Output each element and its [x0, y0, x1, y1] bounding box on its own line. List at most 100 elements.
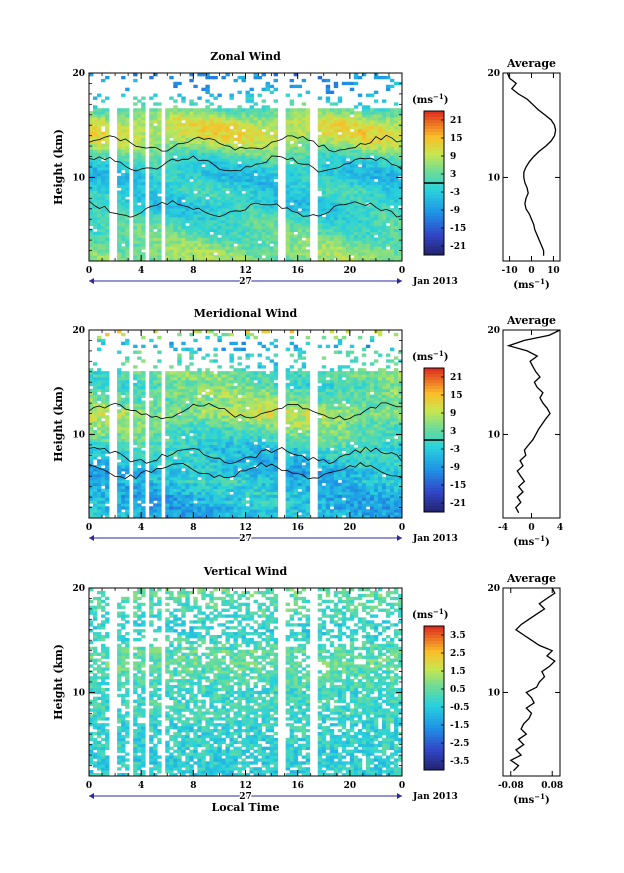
heatmap-cell [213, 509, 218, 513]
heatmap-cell [353, 172, 359, 177]
heatmap-cell [241, 108, 246, 112]
heatmap-cell [149, 228, 154, 233]
heatmap-cell [369, 497, 375, 501]
heatmap-cell [273, 164, 278, 168]
heatmap-cell [393, 205, 399, 209]
heatmap-cell [317, 202, 323, 206]
heatmap-cell [213, 479, 218, 484]
heatmap-cell [257, 161, 262, 165]
heatmap-cell [261, 515, 266, 519]
heatmap-cell [301, 108, 307, 112]
heatmap-cell [209, 117, 214, 121]
heatmap-cell [209, 476, 214, 481]
heatmap-cell [369, 503, 375, 507]
heatmap-cell [169, 181, 174, 186]
heatmap-cell [233, 122, 238, 127]
heatmap-cell [121, 155, 126, 159]
heatmap-cell [321, 178, 327, 183]
heatmap-cell [245, 243, 250, 247]
heatmap-cell [137, 476, 142, 481]
heatmap-cell [301, 167, 307, 171]
heatmap-cell [393, 111, 399, 115]
heatmap-cell [245, 131, 250, 136]
heatmap-cell [97, 211, 102, 215]
heatmap-cell [185, 211, 190, 215]
heatmap-cell [213, 175, 218, 180]
heatmap-cell [249, 258, 254, 262]
heatmap-cell [317, 158, 323, 162]
heatmap-cell [373, 187, 379, 191]
heatmap-cell [337, 152, 343, 156]
heatmap-cell [121, 202, 126, 206]
heatmap-cell [117, 468, 122, 472]
heatmap-cell [241, 175, 246, 180]
heatmap-cell [205, 503, 210, 507]
heatmap-cell [149, 512, 154, 516]
heatmap-cell [117, 234, 122, 238]
heatmap-cell [249, 99, 254, 103]
heatmap-cell [373, 512, 379, 516]
heatmap-cell [121, 231, 126, 235]
heatmap-cell [333, 249, 339, 253]
heatmap-cell [317, 175, 323, 180]
heatmap-cell [317, 219, 323, 224]
heatmap-cell [197, 193, 202, 197]
heatmap-cell [261, 471, 266, 475]
heatmap-cell [169, 122, 174, 127]
heatmap-cell [241, 152, 246, 156]
heatmap-cell [165, 225, 170, 230]
heatmap-cell [137, 175, 142, 180]
heatmap-cell [241, 515, 246, 519]
heatmap-cell [377, 134, 383, 139]
heatmap-cell [205, 152, 210, 156]
heatmap-cell [241, 208, 246, 212]
heatmap-cell [101, 167, 106, 171]
heatmap-cell [221, 149, 226, 153]
heatmap-cell [273, 246, 278, 250]
heatmap-cell [289, 509, 295, 513]
heatmap-cell [273, 152, 278, 156]
heatmap-cell [121, 178, 126, 183]
heatmap-cell [261, 216, 266, 221]
heatmap-cell [285, 108, 291, 112]
heatmap-cell [137, 506, 142, 510]
heatmap-cell [133, 125, 138, 130]
heatmap-cell [321, 476, 327, 481]
heatmap-cell [165, 134, 170, 139]
heatmap-cell [345, 243, 351, 247]
heatmap-cell [329, 234, 335, 238]
heatmap-cell [341, 205, 347, 209]
heatmap-cell [185, 228, 190, 233]
heatmap-cell [273, 158, 278, 162]
heatmap-cell [157, 219, 162, 224]
heatmap-cell [181, 497, 186, 501]
heatmap-cell [301, 102, 307, 106]
heatmap-cell [325, 137, 331, 141]
heatmap-cell [253, 208, 258, 212]
heatmap-cell [233, 208, 238, 212]
heatmap-cell [89, 246, 94, 250]
heatmap-cell [105, 491, 110, 495]
heatmap-cell [317, 246, 323, 250]
heatmap-cell [101, 246, 106, 250]
heatmap-cell [253, 255, 258, 259]
heatmap-cell [389, 143, 395, 147]
heatmap-cell [189, 234, 194, 238]
heatmap-cell [369, 249, 375, 253]
heatmap-cell [329, 178, 335, 183]
heatmap-cell [333, 143, 339, 147]
heatmap-cell [181, 503, 186, 507]
heatmap-cell [225, 509, 230, 513]
heatmap-cell [241, 479, 246, 484]
heatmap-cell [213, 503, 218, 507]
heatmap-cell [237, 120, 242, 124]
heatmap-cell [393, 122, 399, 127]
heatmap-cell [329, 497, 335, 501]
heatmap-cell [301, 120, 307, 124]
heatmap-cell [385, 164, 391, 168]
heatmap-cell [101, 152, 106, 156]
heatmap-cell [289, 172, 295, 177]
heatmap-cell [273, 172, 278, 177]
heatmap-cell [89, 205, 94, 209]
heatmap-cell [205, 87, 210, 92]
